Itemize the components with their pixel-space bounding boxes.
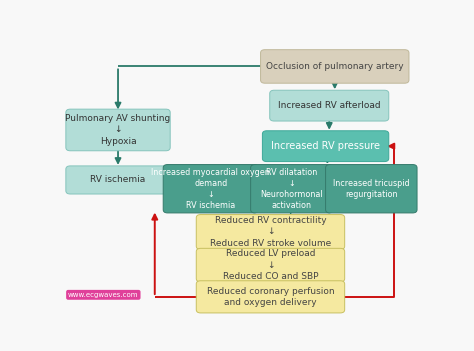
Text: Reduced LV preload
↓
Reduced CO and SBP: Reduced LV preload ↓ Reduced CO and SBP	[223, 250, 318, 281]
FancyBboxPatch shape	[66, 109, 170, 151]
Text: Reduced coronary perfusion
and oxygen delivery: Reduced coronary perfusion and oxygen de…	[207, 287, 334, 307]
FancyBboxPatch shape	[263, 131, 389, 161]
FancyBboxPatch shape	[270, 90, 389, 121]
FancyBboxPatch shape	[196, 214, 345, 250]
FancyBboxPatch shape	[163, 165, 258, 213]
Text: Increased tricuspid
regurgitation: Increased tricuspid regurgitation	[333, 179, 410, 199]
FancyBboxPatch shape	[261, 50, 409, 83]
Text: RV ischemia: RV ischemia	[91, 176, 146, 185]
FancyBboxPatch shape	[251, 165, 333, 213]
Text: Increased myocardial oxygen
demand
↓
RV ischemia: Increased myocardial oxygen demand ↓ RV …	[151, 167, 270, 210]
Text: Increased RV afterload: Increased RV afterload	[278, 101, 381, 110]
Text: RV dilatation
↓
Neurohormonal
activation: RV dilatation ↓ Neurohormonal activation	[261, 167, 323, 210]
FancyBboxPatch shape	[326, 165, 417, 213]
FancyBboxPatch shape	[66, 166, 170, 194]
FancyBboxPatch shape	[196, 281, 345, 313]
Text: Increased RV pressure: Increased RV pressure	[271, 141, 380, 151]
FancyBboxPatch shape	[196, 249, 345, 282]
Text: Pulmonary AV shunting
↓
Hypoxia: Pulmonary AV shunting ↓ Hypoxia	[65, 114, 171, 146]
Text: www.ecgwaves.com: www.ecgwaves.com	[68, 292, 138, 298]
Text: Reduced RV contractility
↓
Reduced RV stroke volume: Reduced RV contractility ↓ Reduced RV st…	[210, 216, 331, 247]
Text: Occlusion of pulmonary artery: Occlusion of pulmonary artery	[266, 62, 403, 71]
